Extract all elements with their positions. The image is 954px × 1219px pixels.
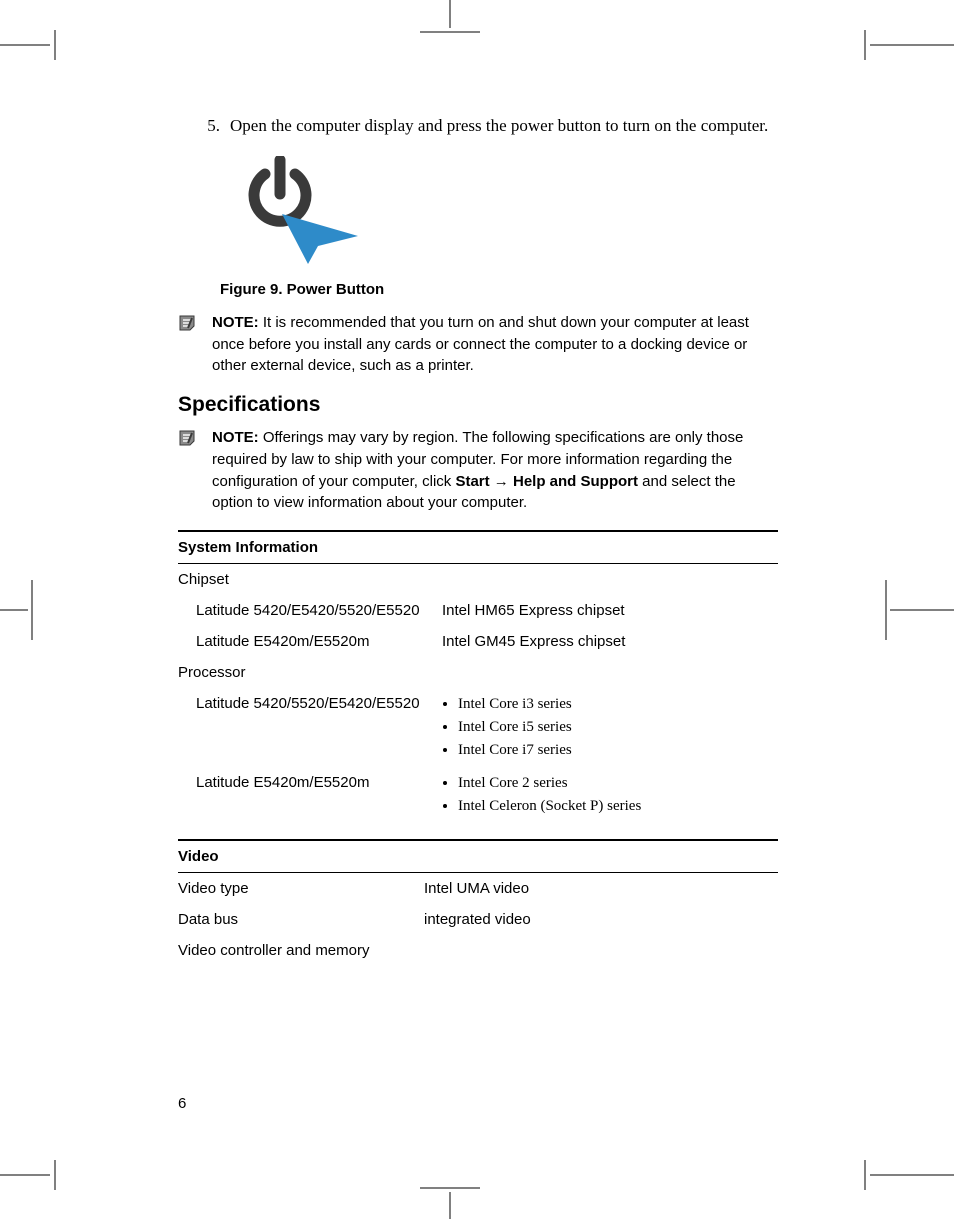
- cell-value: Intel Core i3 series Intel Core i5 serie…: [442, 693, 778, 762]
- note-icon: [178, 312, 212, 377]
- cell-label: Latitude E5420m/E5520m: [178, 631, 442, 652]
- cropmark-top-left: [0, 30, 70, 60]
- power-icon: [254, 160, 306, 221]
- note-1-text: NOTE: It is recommended that you turn on…: [212, 312, 778, 377]
- note-help: Help and Support: [513, 473, 638, 490]
- cell-label: Video type: [178, 878, 424, 899]
- page-content: 5. Open the computer display and press t…: [178, 115, 778, 966]
- row-video-0: Video type Intel UMA video: [178, 873, 778, 904]
- cell-value: Intel UMA video: [424, 878, 778, 899]
- bullet-item: Intel Core i7 series: [458, 739, 778, 762]
- table-video: Video Video type Intel UMA video Data bu…: [178, 839, 778, 966]
- heading-specifications: Specifications: [178, 393, 778, 417]
- note-arrow: →: [490, 473, 513, 490]
- cell-value: [424, 569, 778, 590]
- row-video-2: Video controller and memory: [178, 935, 778, 966]
- step-number: 5.: [178, 115, 230, 138]
- row-chipset-1: Latitude E5420m/E5520m Intel GM45 Expres…: [178, 626, 778, 657]
- row-chipset: Chipset: [178, 564, 778, 595]
- table-system-information: System Information Chipset Latitude 5420…: [178, 530, 778, 823]
- cell-label: Latitude 5420/E5420/5520/E5520: [178, 600, 442, 621]
- cell-value: integrated video: [424, 909, 778, 930]
- note-body: It is recommended that you turn on and s…: [212, 314, 749, 375]
- note-2-text: NOTE: Offerings may vary by region. The …: [212, 427, 778, 514]
- cropmark-mid-right: [878, 580, 954, 640]
- bullet-item: Intel Celeron (Socket P) series: [458, 795, 778, 818]
- cell-value: [424, 940, 778, 961]
- cell-value: Intel GM45 Express chipset: [442, 631, 778, 652]
- figure-power-button: [220, 156, 778, 271]
- row-video-1: Data bus integrated video: [178, 904, 778, 935]
- page-number: 6: [178, 1095, 186, 1112]
- row-processor-0: Latitude 5420/5520/E5420/E5520 Intel Cor…: [178, 688, 778, 767]
- bullet-item: Intel Core i5 series: [458, 716, 778, 739]
- cropmark-bottom-center: [420, 1180, 480, 1219]
- page: 5. Open the computer display and press t…: [0, 0, 954, 1219]
- cropmark-bottom-right: [850, 1160, 954, 1190]
- cropmark-bottom-left: [0, 1160, 70, 1190]
- cropmark-mid-left: [0, 580, 40, 640]
- note-2: NOTE: Offerings may vary by region. The …: [178, 427, 778, 514]
- cell-label: Video controller and memory: [178, 940, 424, 961]
- cursor-icon: [282, 214, 358, 264]
- step-5: 5. Open the computer display and press t…: [178, 115, 778, 138]
- cell-label: Data bus: [178, 909, 424, 930]
- cropmark-top-center: [420, 0, 480, 40]
- note-label: NOTE:: [212, 429, 259, 446]
- figure-caption: Figure 9. Power Button: [220, 281, 778, 298]
- bullet-item: Intel Core 2 series: [458, 772, 778, 795]
- step-text: Open the computer display and press the …: [230, 115, 778, 138]
- cell-label: Chipset: [178, 569, 424, 590]
- note-1: NOTE: It is recommended that you turn on…: [178, 312, 778, 377]
- cell-value: Intel HM65 Express chipset: [442, 600, 778, 621]
- cell-value: [424, 662, 778, 683]
- cell-label: Processor: [178, 662, 424, 683]
- row-chipset-0: Latitude 5420/E5420/5520/E5520 Intel HM6…: [178, 595, 778, 626]
- cell-label: Latitude E5420m/E5520m: [178, 772, 442, 818]
- cell-label: Latitude 5420/5520/E5420/E5520: [178, 693, 442, 762]
- table-header: System Information: [178, 532, 778, 564]
- note-icon: [178, 427, 212, 514]
- bullet-item: Intel Core i3 series: [458, 693, 778, 716]
- row-processor-1: Latitude E5420m/E5520m Intel Core 2 seri…: [178, 767, 778, 823]
- cell-value: Intel Core 2 series Intel Celeron (Socke…: [442, 772, 778, 818]
- row-processor: Processor: [178, 657, 778, 688]
- note-label: NOTE:: [212, 314, 259, 331]
- table-header: Video: [178, 841, 778, 873]
- cropmark-top-right: [850, 30, 954, 60]
- note-start: Start: [455, 473, 489, 490]
